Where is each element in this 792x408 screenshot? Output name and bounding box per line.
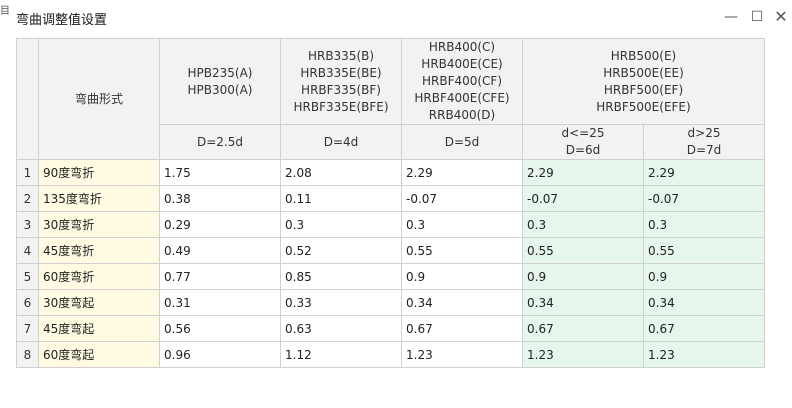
bend-adjustment-table: 弯曲形式 HPB235(A) HPB300(A) HRB335(B) HRB33… xyxy=(16,38,765,368)
bend-type-cell[interactable]: 60度弯折 xyxy=(38,263,160,290)
diameter-header-1: D=2.5d xyxy=(159,124,281,160)
steel-grade-text-4: HRB500(E) HRB500E(EE) HRBF500(EF) HRBF50… xyxy=(596,48,691,114)
diameter-text-4a: d<=25 D=6d xyxy=(561,126,605,157)
value-cell[interactable]: 0.29 xyxy=(159,211,281,238)
table-body: 1 90度弯折 1.75 2.08 2.29 2.29 2.29 2 135度弯折 0.38 0.1… xyxy=(16,159,765,368)
steel-grade-text-1: HPB235(A) HPB300(A) xyxy=(187,65,253,97)
bend-type-header: 弯曲形式 xyxy=(38,38,160,160)
bend-type-cell[interactable]: 90度弯折 xyxy=(38,159,160,186)
row-number: 4 xyxy=(16,237,39,264)
value-cell[interactable]: 0.85 xyxy=(280,263,402,290)
table-row[interactable]: 6 30度弯起 0.31 0.33 0.34 0.34 0.34 xyxy=(16,289,765,316)
table-row[interactable]: 2 135度弯折 0.38 0.11 -0.07 -0.07 -0.07 xyxy=(16,185,765,212)
steel-grade-text-3: HRB400(C) HRB400E(CE) HRBF400(CF) HRBF40… xyxy=(414,40,510,122)
row-number: 6 xyxy=(16,289,39,316)
value-cell[interactable]: 0.67 xyxy=(522,315,644,342)
value-cell[interactable]: 0.31 xyxy=(159,289,281,316)
table-row[interactable]: 4 45度弯折 0.49 0.52 0.55 0.55 0.55 xyxy=(16,237,765,264)
value-cell[interactable]: 0.56 xyxy=(159,315,281,342)
bend-type-cell[interactable]: 45度弯折 xyxy=(38,237,160,264)
table-row[interactable]: 8 60度弯起 0.96 1.12 1.23 1.23 1.23 xyxy=(16,341,765,368)
value-cell[interactable]: 1.23 xyxy=(522,341,644,368)
close-icon[interactable]: ✕ xyxy=(774,7,788,26)
value-cell[interactable]: -0.07 xyxy=(401,185,523,212)
value-cell[interactable]: 0.96 xyxy=(159,341,281,368)
value-cell[interactable]: 0.3 xyxy=(643,211,765,238)
maximize-icon[interactable]: ☐ xyxy=(750,9,764,25)
window-title: 弯曲调整值设置 xyxy=(16,13,108,28)
value-cell[interactable]: 0.33 xyxy=(280,289,402,316)
value-cell[interactable]: 0.52 xyxy=(280,237,402,264)
diameter-header-3: D=5d xyxy=(401,124,523,160)
corner-cell xyxy=(16,38,39,160)
value-cell[interactable]: 0.3 xyxy=(522,211,644,238)
value-cell[interactable]: -0.07 xyxy=(522,185,644,212)
steel-grade-text-2: HRB335(B) HRB335E(BE) HRBF335(BF) HRBF33… xyxy=(293,48,389,114)
row-number: 8 xyxy=(16,341,39,368)
row-number: 7 xyxy=(16,315,39,342)
value-cell[interactable]: 0.9 xyxy=(643,263,765,290)
value-cell[interactable]: 2.08 xyxy=(280,159,402,186)
table-row[interactable]: 7 45度弯起 0.56 0.63 0.67 0.67 0.67 xyxy=(16,315,765,342)
row-number: 2 xyxy=(16,185,39,212)
value-cell[interactable]: 1.12 xyxy=(280,341,402,368)
edge-glyph: 目 xyxy=(0,6,10,17)
value-cell[interactable]: 0.3 xyxy=(280,211,402,238)
value-cell[interactable]: 0.55 xyxy=(401,237,523,264)
value-cell[interactable]: -0.07 xyxy=(643,185,765,212)
steel-grade-header-4: HRB500(E) HRB500E(EE) HRBF500(EF) HRBF50… xyxy=(522,38,765,125)
value-cell[interactable]: 1.75 xyxy=(159,159,281,186)
value-cell[interactable]: 2.29 xyxy=(522,159,644,186)
steel-grade-header-2: HRB335(B) HRB335E(BE) HRBF335(BF) HRBF33… xyxy=(280,38,402,125)
diameter-header-2: D=4d xyxy=(280,124,402,160)
row-number: 1 xyxy=(16,159,39,186)
table-row[interactable]: 5 60度弯折 0.77 0.85 0.9 0.9 0.9 xyxy=(16,263,765,290)
diameter-text-4b: d>25 D=7d xyxy=(686,126,722,157)
value-cell[interactable]: 0.9 xyxy=(401,263,523,290)
bend-type-cell[interactable]: 60度弯起 xyxy=(38,341,160,368)
value-cell[interactable]: 0.67 xyxy=(643,315,765,342)
value-cell[interactable]: 1.23 xyxy=(643,341,765,368)
row-number: 3 xyxy=(16,211,39,238)
value-cell[interactable]: 1.23 xyxy=(401,341,523,368)
table-row[interactable]: 3 30度弯折 0.29 0.3 0.3 0.3 0.3 xyxy=(16,211,765,238)
steel-grade-header-1: HPB235(A) HPB300(A) xyxy=(159,38,281,125)
bend-type-cell[interactable]: 45度弯起 xyxy=(38,315,160,342)
value-cell[interactable]: 0.9 xyxy=(522,263,644,290)
diameter-header-4b: d>25 D=7d xyxy=(643,124,765,160)
value-cell[interactable]: 0.77 xyxy=(159,263,281,290)
table-row[interactable]: 1 90度弯折 1.75 2.08 2.29 2.29 2.29 xyxy=(16,159,765,186)
value-cell[interactable]: 0.55 xyxy=(643,237,765,264)
value-cell[interactable]: 2.29 xyxy=(401,159,523,186)
value-cell[interactable]: 0.34 xyxy=(401,289,523,316)
bend-type-cell[interactable]: 30度弯折 xyxy=(38,211,160,238)
value-cell[interactable]: 0.63 xyxy=(280,315,402,342)
value-cell[interactable]: 0.67 xyxy=(401,315,523,342)
minimize-icon[interactable]: — xyxy=(724,9,738,25)
value-cell[interactable]: 0.55 xyxy=(522,237,644,264)
value-cell[interactable]: 0.34 xyxy=(522,289,644,316)
steel-grade-header-3: HRB400(C) HRB400E(CE) HRBF400(CF) HRBF40… xyxy=(401,38,523,125)
value-cell[interactable]: 2.29 xyxy=(643,159,765,186)
value-cell[interactable]: 0.49 xyxy=(159,237,281,264)
value-cell[interactable]: 0.3 xyxy=(401,211,523,238)
value-cell[interactable]: 0.11 xyxy=(280,185,402,212)
bend-type-cell[interactable]: 135度弯折 xyxy=(38,185,160,212)
value-cell[interactable]: 0.38 xyxy=(159,185,281,212)
bend-type-cell[interactable]: 30度弯起 xyxy=(38,289,160,316)
value-cell[interactable]: 0.34 xyxy=(643,289,765,316)
row-number: 5 xyxy=(16,263,39,290)
diameter-header-4a: d<=25 D=6d xyxy=(522,124,644,160)
title-bar: 目 弯曲调整值设置 — ☐ ✕ xyxy=(0,0,792,34)
